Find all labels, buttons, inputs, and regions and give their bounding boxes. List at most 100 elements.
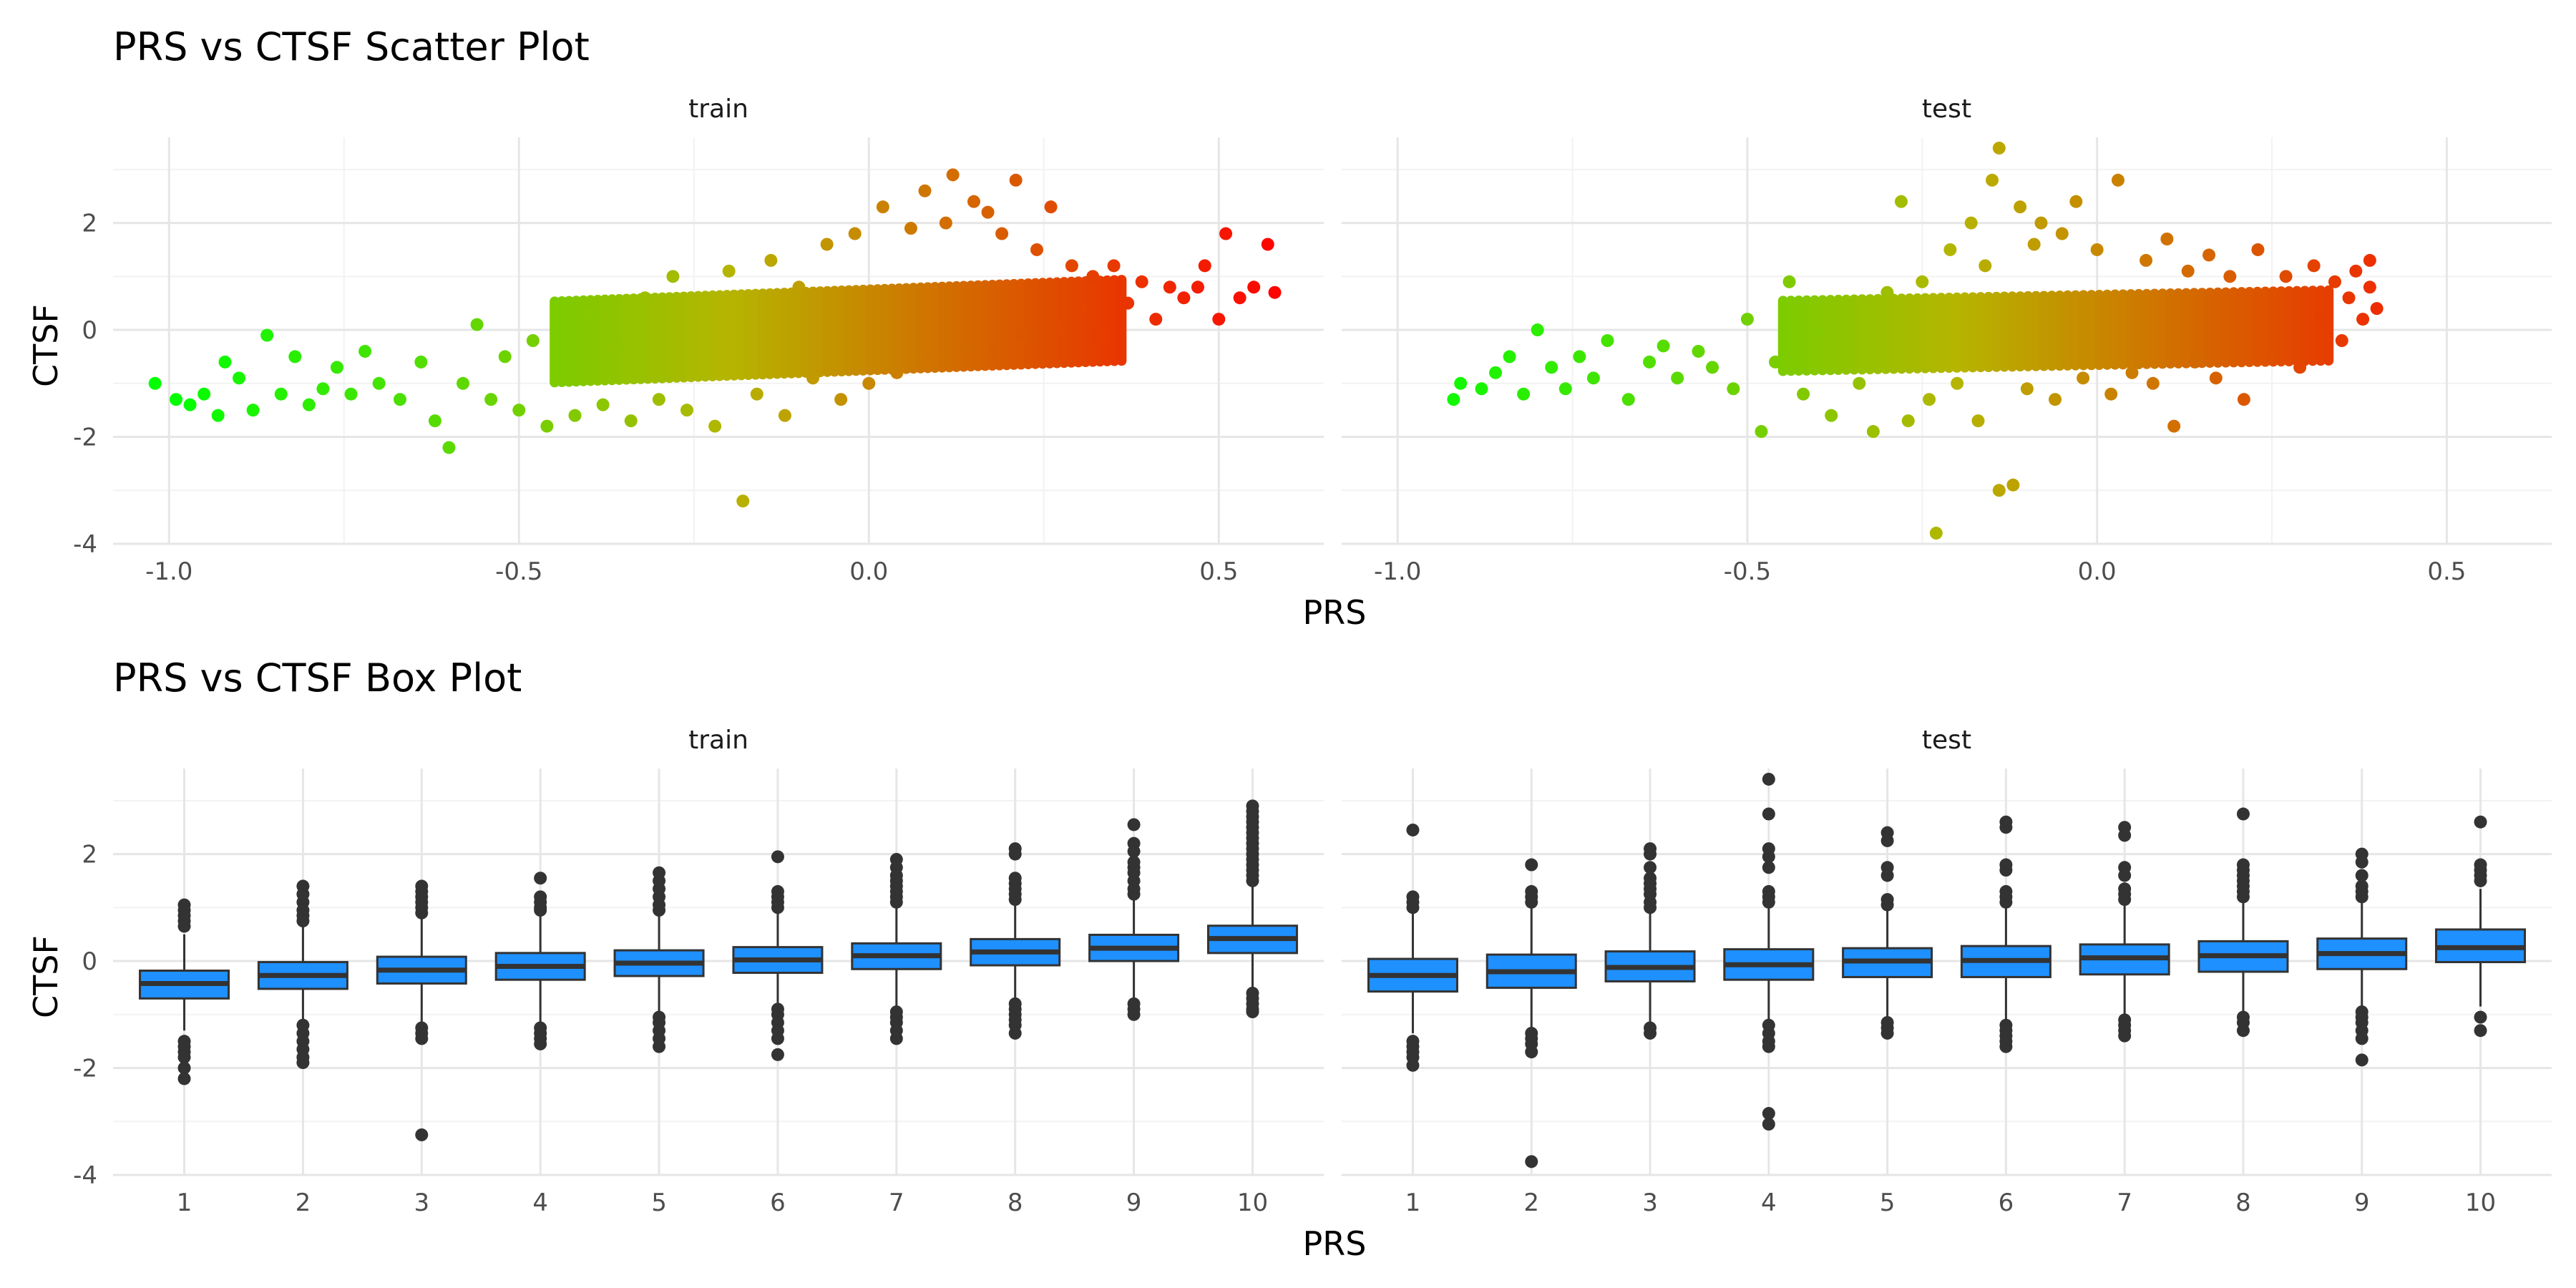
scatter-point xyxy=(1825,409,1838,422)
scatter-point xyxy=(2181,264,2195,278)
scatter-title: PRS vs CTSF Scatter Plot xyxy=(113,24,590,69)
outlier-point xyxy=(1246,874,1259,887)
outlier-point xyxy=(2236,807,2250,821)
scatter-point xyxy=(2006,478,2020,492)
scatter-point xyxy=(2090,243,2104,256)
scatter-point xyxy=(1558,382,1572,396)
facet-label-test: test xyxy=(1922,726,1971,755)
cloud-slice xyxy=(1849,294,1860,375)
scatter-point xyxy=(2223,270,2237,283)
box-4 xyxy=(494,872,586,1050)
scatter-point xyxy=(442,441,456,454)
scatter-point xyxy=(148,376,162,390)
scatter-point xyxy=(330,361,343,374)
box-1 xyxy=(1367,823,1458,1072)
scatter-panels: train -1.0 -0.5 0.0 0.5 -4 -2 0 2 test -1.0 -0.5 0.0… xyxy=(73,94,2552,586)
outlier-point xyxy=(296,914,310,927)
outlier-point xyxy=(653,904,666,917)
x-tick-label: 0.5 xyxy=(2427,557,2466,586)
outlier-point xyxy=(1762,1107,1775,1121)
x-tick-label: 9 xyxy=(2354,1189,2370,1217)
x-tick-label: -1.0 xyxy=(1374,557,1421,586)
scatter-point xyxy=(526,334,540,347)
outlier-point xyxy=(771,850,784,864)
x-tick-label: 2 xyxy=(296,1189,311,1217)
outlier-point xyxy=(534,872,547,885)
scatter-point xyxy=(1475,382,1488,396)
box-8 xyxy=(2197,807,2289,1038)
cloud-slice xyxy=(2125,289,2136,370)
scatter-point xyxy=(820,238,834,251)
outlier-point xyxy=(1644,861,1657,874)
cloud-slice xyxy=(2252,286,2263,367)
cloud-slice xyxy=(2323,285,2334,366)
outlier-point xyxy=(1644,847,1657,861)
x-tick-label: 1 xyxy=(177,1189,192,1217)
scatter-point xyxy=(1489,366,1503,379)
scatter-point xyxy=(1992,141,2006,155)
scatter-point xyxy=(218,355,232,369)
scatter-point xyxy=(1943,243,1957,256)
scatter-point xyxy=(2077,371,2090,385)
scatter-point xyxy=(246,404,260,417)
cloud-slice xyxy=(1865,294,1875,375)
scatter-point xyxy=(1657,339,1670,353)
scatter-point xyxy=(2027,238,2041,251)
scatter-point xyxy=(1671,371,1684,385)
outlier-point xyxy=(1999,864,2013,877)
scatter-point xyxy=(2370,302,2384,316)
scatter-point xyxy=(967,195,980,208)
scatter-point xyxy=(183,398,197,411)
box-9 xyxy=(1088,818,1180,1021)
cloud-slice xyxy=(2094,289,2104,371)
cloud-slice xyxy=(1880,293,1891,374)
cloud-slice xyxy=(2244,286,2255,368)
cloud-slice xyxy=(1116,275,1127,366)
cloud-slice xyxy=(1793,295,1804,376)
outlier-point xyxy=(2474,874,2487,887)
cloud-slice xyxy=(2150,288,2160,369)
box-y-axis-label: CTSF xyxy=(26,935,65,1018)
cloud-slice xyxy=(2078,290,2089,371)
scatter-point xyxy=(1545,361,1558,374)
cloud-slice xyxy=(1959,292,1970,373)
cloud-slice xyxy=(2062,290,2073,371)
scatter-point xyxy=(1901,414,1915,428)
outlier-point xyxy=(1880,1026,1894,1040)
scatter-point xyxy=(358,344,372,358)
outlier-point xyxy=(1999,821,2013,834)
scatter-point xyxy=(1727,382,1740,396)
x-tick-label: 6 xyxy=(1999,1189,2014,1217)
cloud-slice xyxy=(1984,291,1994,373)
cloud-slice xyxy=(2046,291,2057,371)
scatter-point xyxy=(1135,275,1148,288)
scatter-point xyxy=(498,350,512,364)
x-tick-label: 1 xyxy=(1405,1189,1421,1217)
scatter-point xyxy=(1916,275,1929,288)
outlier-point xyxy=(177,1050,191,1064)
outlier-point xyxy=(1999,895,2013,909)
scatter-point xyxy=(540,419,554,433)
box-title: PRS vs CTSF Box Plot xyxy=(113,655,522,701)
cloud-slice xyxy=(2086,290,2097,371)
scatter-point xyxy=(554,371,567,385)
cloud-slice xyxy=(2173,288,2184,369)
scatter-x-axis-label: PRS xyxy=(1303,593,1367,632)
scatter-point xyxy=(2349,264,2363,278)
scatter-point xyxy=(778,409,791,422)
scatter-point xyxy=(428,414,441,428)
outlier-point xyxy=(2118,829,2132,842)
x-tick-label: -1.0 xyxy=(145,557,192,586)
outlier-point xyxy=(1525,895,1538,909)
outlier-point xyxy=(1644,1026,1657,1040)
scatter-point xyxy=(1740,313,1754,326)
scatter-point xyxy=(2140,253,2153,267)
box-2 xyxy=(257,879,348,1070)
cloud-slice xyxy=(1912,293,1923,374)
scatter-point xyxy=(1706,361,1719,374)
scatter-point xyxy=(918,184,932,197)
scatter-point xyxy=(1964,216,1978,230)
scatter-point xyxy=(1769,355,1782,369)
scatter-point xyxy=(1051,323,1065,337)
y-tick-label: -2 xyxy=(73,424,97,452)
